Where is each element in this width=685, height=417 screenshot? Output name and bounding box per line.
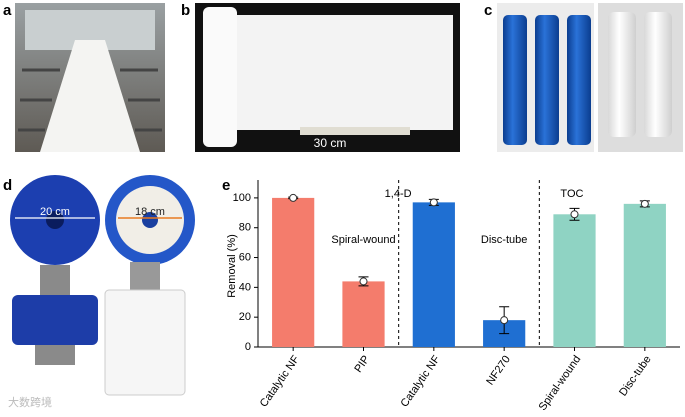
panel-label: b xyxy=(181,2,190,19)
x-tick-label: Catalytic NF xyxy=(398,353,442,409)
annotation: Spiral-wound xyxy=(331,234,395,246)
mean-point xyxy=(429,198,438,207)
bar xyxy=(412,202,455,347)
annotation: TOC xyxy=(560,188,583,200)
photo-c xyxy=(497,3,683,152)
panel-label: c xyxy=(484,2,492,19)
y-tick-label: 100 xyxy=(233,192,251,204)
photo-b xyxy=(195,3,460,152)
annotation: Disc-tube xyxy=(481,234,527,246)
x-tick-label: NF270 xyxy=(484,354,513,388)
mean-point xyxy=(500,316,509,325)
panel-label: d xyxy=(3,177,12,194)
bar xyxy=(272,197,315,347)
x-tick-label: Spiral-wound xyxy=(537,354,584,412)
mean-point xyxy=(640,199,649,208)
photo-a xyxy=(15,3,165,152)
x-tick-label: PIP xyxy=(352,354,372,375)
panel-label: a xyxy=(3,2,12,19)
x-tick-label: Catalytic NF xyxy=(258,353,302,409)
y-tick-label: 40 xyxy=(239,281,251,293)
y-tick-label: 80 xyxy=(239,222,251,234)
bar xyxy=(623,203,666,347)
disc-label: 18 cm xyxy=(135,206,165,218)
watermark: 大数跨境 xyxy=(8,395,52,409)
y-tick-label: 60 xyxy=(239,251,251,263)
y-axis-label: Removal (%) xyxy=(226,234,238,298)
scale-label: 30 cm xyxy=(314,136,347,150)
x-tick-label: Disc-tube xyxy=(617,354,653,399)
disc-label: 20 cm xyxy=(40,206,70,218)
y-tick-label: 20 xyxy=(239,311,251,323)
mean-point xyxy=(359,277,368,286)
mean-point xyxy=(570,210,579,219)
bar xyxy=(342,281,385,347)
bar xyxy=(553,214,596,347)
annotation: 1,4-D xyxy=(385,188,412,200)
panel-label: e xyxy=(222,177,230,194)
mean-point xyxy=(289,193,298,202)
y-tick-label: 0 xyxy=(245,341,251,353)
photo-d xyxy=(10,175,195,396)
